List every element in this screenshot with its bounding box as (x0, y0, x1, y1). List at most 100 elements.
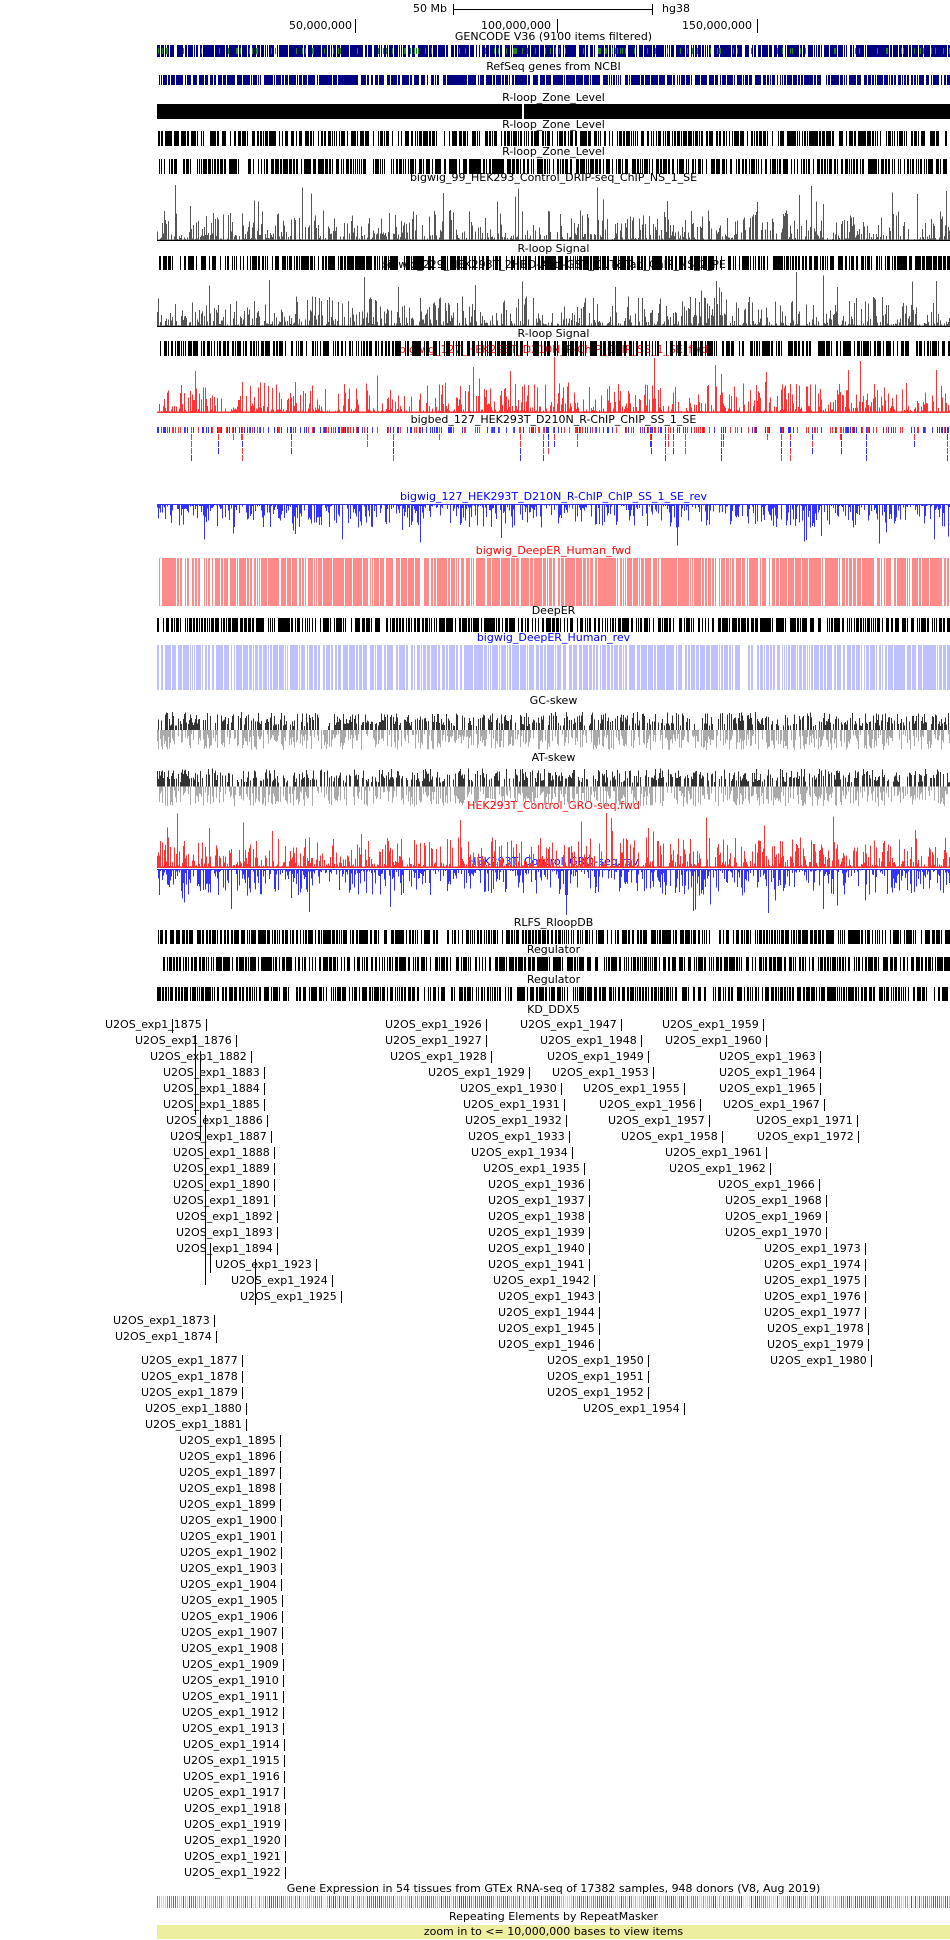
rloop3-track[interactable] (157, 159, 950, 174)
rlfs-track[interactable] (157, 930, 950, 944)
feature-item[interactable]: U2OS_exp1_1893 (176, 1227, 278, 1239)
bw99-track[interactable] (157, 185, 950, 241)
feature-item[interactable]: U2OS_exp1_1938 (488, 1211, 590, 1223)
feature-item[interactable]: U2OS_exp1_1964 (719, 1067, 821, 1079)
feature-item[interactable]: U2OS_exp1_1966 (718, 1179, 820, 1191)
feature-item[interactable]: U2OS_exp1_1900 (180, 1515, 282, 1527)
feature-item[interactable]: U2OS_exp1_1898 (179, 1483, 281, 1495)
feature-item[interactable]: U2OS_exp1_1913 (182, 1723, 284, 1735)
feature-item[interactable]: U2OS_exp1_1903 (180, 1563, 282, 1575)
atskew-track[interactable] (157, 765, 950, 808)
feature-item[interactable]: U2OS_exp1_1970 (725, 1227, 827, 1239)
feature-item[interactable]: U2OS_exp1_1886 (166, 1115, 268, 1127)
feature-item[interactable]: U2OS_exp1_1921 (184, 1851, 286, 1863)
feature-item[interactable]: U2OS_exp1_1906 (181, 1611, 283, 1623)
grof-track[interactable] (157, 813, 950, 868)
feature-item[interactable]: U2OS_exp1_1976 (764, 1291, 866, 1303)
deeper-track[interactable] (157, 618, 950, 632)
feature-item[interactable]: U2OS_exp1_1979 (767, 1339, 869, 1351)
feature-item[interactable]: U2OS_exp1_1883 (163, 1067, 265, 1079)
feature-item[interactable]: U2OS_exp1_1977 (764, 1307, 866, 1319)
reg1-track[interactable] (157, 957, 950, 971)
feature-item[interactable]: U2OS_exp1_1875 (105, 1019, 207, 1031)
bw127f-track[interactable] (157, 357, 950, 413)
feature-item[interactable]: U2OS_exp1_1945 (498, 1323, 600, 1335)
feature-item[interactable]: U2OS_exp1_1955 (583, 1083, 685, 1095)
feature-item[interactable]: U2OS_exp1_1926 (385, 1019, 487, 1031)
feature-item[interactable]: U2OS_exp1_1909 (182, 1659, 284, 1671)
feature-item[interactable]: U2OS_exp1_1911 (182, 1691, 284, 1703)
feature-item[interactable]: U2OS_exp1_1905 (181, 1595, 283, 1607)
feature-item[interactable]: U2OS_exp1_1947 (520, 1019, 622, 1031)
feature-item[interactable]: U2OS_exp1_1934 (471, 1147, 573, 1159)
feature-item[interactable]: U2OS_exp1_1959 (662, 1019, 764, 1031)
feature-item[interactable]: U2OS_exp1_1902 (180, 1547, 282, 1559)
feature-item[interactable]: U2OS_exp1_1963 (719, 1051, 821, 1063)
feature-item[interactable]: U2OS_exp1_1974 (764, 1259, 866, 1271)
feature-item[interactable]: U2OS_exp1_1972 (757, 1131, 859, 1143)
feature-item[interactable]: U2OS_exp1_1978 (767, 1323, 869, 1335)
feature-item[interactable]: U2OS_exp1_1932 (465, 1115, 567, 1127)
feature-item[interactable]: U2OS_exp1_1878 (141, 1371, 243, 1383)
feature-item[interactable]: U2OS_exp1_1935 (483, 1163, 585, 1175)
feature-item[interactable]: U2OS_exp1_1901 (180, 1531, 282, 1543)
feature-item[interactable]: U2OS_exp1_1933 (468, 1131, 570, 1143)
feature-item[interactable]: U2OS_exp1_1907 (181, 1627, 283, 1639)
feature-item[interactable]: U2OS_exp1_1946 (498, 1339, 600, 1351)
rloop2-track[interactable] (157, 131, 950, 146)
feature-item[interactable]: U2OS_exp1_1912 (182, 1707, 284, 1719)
rls1-track[interactable] (157, 256, 950, 270)
feature-item[interactable]: U2OS_exp1_1910 (182, 1675, 284, 1687)
feature-item[interactable]: U2OS_exp1_1948 (540, 1035, 642, 1047)
feature-item[interactable]: U2OS_exp1_1940 (488, 1243, 590, 1255)
feature-item[interactable]: U2OS_exp1_1873 (113, 1315, 215, 1327)
feature-item[interactable]: U2OS_exp1_1880 (145, 1403, 247, 1415)
feature-item[interactable]: U2OS_exp1_1953 (552, 1067, 654, 1079)
feature-item[interactable]: U2OS_exp1_1965 (719, 1083, 821, 1095)
feature-item[interactable]: U2OS_exp1_1890 (173, 1179, 275, 1191)
feature-item[interactable]: U2OS_exp1_1942 (493, 1275, 595, 1287)
feature-item[interactable]: U2OS_exp1_1915 (183, 1755, 285, 1767)
feature-item[interactable]: U2OS_exp1_1897 (179, 1467, 281, 1479)
feature-item[interactable]: U2OS_exp1_1931 (463, 1099, 565, 1111)
gtex-track[interactable] (157, 1896, 950, 1908)
feature-item[interactable]: U2OS_exp1_1939 (488, 1227, 590, 1239)
feature-item[interactable]: U2OS_exp1_1957 (608, 1115, 710, 1127)
feature-item[interactable]: U2OS_exp1_1952 (547, 1387, 649, 1399)
feature-item[interactable]: U2OS_exp1_1882 (150, 1051, 252, 1063)
bw229-track[interactable] (157, 272, 950, 327)
feature-item[interactable]: U2OS_exp1_1971 (756, 1115, 858, 1127)
feature-item[interactable]: U2OS_exp1_1879 (141, 1387, 243, 1399)
feature-item[interactable]: U2OS_exp1_1958 (621, 1131, 723, 1143)
feature-item[interactable]: U2OS_exp1_1887 (170, 1131, 272, 1143)
reg2-track[interactable] (157, 987, 950, 1001)
feature-item[interactable]: U2OS_exp1_1892 (176, 1211, 278, 1223)
feature-item[interactable]: U2OS_exp1_1920 (184, 1835, 286, 1847)
feature-item[interactable]: U2OS_exp1_1928 (390, 1051, 492, 1063)
feature-item[interactable]: U2OS_exp1_1914 (183, 1739, 285, 1751)
feature-item[interactable]: U2OS_exp1_1924 (231, 1275, 333, 1287)
feature-item[interactable]: U2OS_exp1_1968 (725, 1195, 827, 1207)
feature-item[interactable]: U2OS_exp1_1874 (115, 1331, 217, 1343)
feature-item[interactable]: U2OS_exp1_1891 (173, 1195, 275, 1207)
feature-item[interactable]: U2OS_exp1_1980 (770, 1355, 872, 1367)
feature-item[interactable]: U2OS_exp1_1927 (385, 1035, 487, 1047)
feature-item[interactable]: U2OS_exp1_1876 (135, 1035, 237, 1047)
feature-item[interactable]: U2OS_exp1_1943 (498, 1291, 600, 1303)
feature-item[interactable]: U2OS_exp1_1922 (184, 1867, 286, 1879)
feature-item[interactable]: U2OS_exp1_1881 (145, 1419, 247, 1431)
feature-item[interactable]: U2OS_exp1_1895 (179, 1435, 281, 1447)
gror-track[interactable] (157, 869, 950, 917)
feature-item[interactable]: U2OS_exp1_1975 (764, 1275, 866, 1287)
gcskew-track[interactable] (157, 708, 950, 752)
feature-item[interactable]: U2OS_exp1_1969 (725, 1211, 827, 1223)
feature-item[interactable]: U2OS_exp1_1884 (163, 1083, 265, 1095)
feature-item[interactable]: U2OS_exp1_1894 (176, 1243, 278, 1255)
feature-item[interactable]: U2OS_exp1_1896 (179, 1451, 281, 1463)
feature-item[interactable]: U2OS_exp1_1962 (669, 1163, 771, 1175)
feature-item[interactable]: U2OS_exp1_1908 (181, 1643, 283, 1655)
feature-item[interactable]: U2OS_exp1_1904 (180, 1579, 282, 1591)
feature-item[interactable]: U2OS_exp1_1941 (488, 1259, 590, 1271)
feature-item[interactable]: U2OS_exp1_1954 (583, 1403, 685, 1415)
